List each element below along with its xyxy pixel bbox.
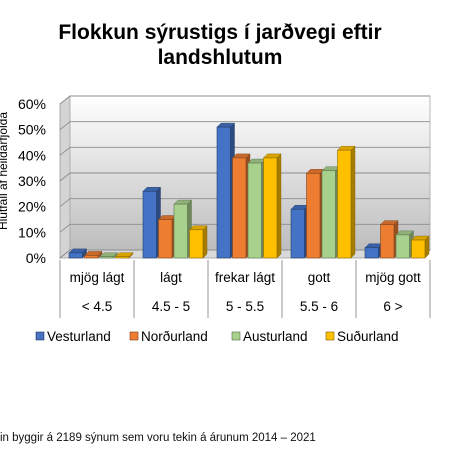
category-label: gott [308, 270, 331, 285]
category-range-label: 5.5 - 6 [300, 299, 338, 314]
bar-Vesturland [68, 252, 83, 259]
gridline [59, 121, 430, 131]
y-tick-label: 30% [18, 173, 46, 189]
legend-label-Austurland: Austurland [243, 329, 308, 344]
bar-Norðurland [380, 224, 395, 259]
bar-Norðurland [306, 173, 321, 259]
chart-title: Flokkun sýrustigs í jarðvegi eftir lands… [58, 21, 382, 69]
y-tick-label: 60% [18, 96, 46, 112]
bar-side-Suðurland [276, 153, 282, 259]
bar-Austurland [321, 170, 336, 259]
category-range-label: < 4.5 [82, 299, 112, 314]
bar-Vesturland [364, 247, 379, 259]
category-range-label: 4.5 - 5 [152, 299, 190, 314]
y-tick-label: 40% [18, 147, 46, 163]
category-label: frekar lágt [215, 270, 275, 285]
legend-swatch-Vesturland [35, 331, 45, 341]
category-label: mjög gott [365, 270, 421, 285]
bar-Austurland [173, 203, 188, 259]
bar-Suðurland [411, 239, 426, 259]
category-label: lágt [160, 270, 182, 285]
legend-label-Vesturland: Vesturland [47, 329, 111, 344]
bar-Norðurland [232, 157, 247, 259]
bar-Vesturland [290, 208, 305, 259]
bar-side-Suðurland [350, 145, 356, 259]
bar-Austurland [99, 256, 114, 259]
bar-Austurland [247, 162, 262, 259]
bar-Vesturland [142, 190, 157, 259]
category-label: mjög lágt [70, 270, 125, 285]
bar-Suðurland [263, 157, 278, 259]
legend-label-Suðurland: Suðurland [337, 329, 399, 344]
category-range-label: 6 > [383, 299, 402, 314]
y-tick-label: 50% [18, 122, 46, 138]
legend-swatch-Suðurland [325, 331, 335, 341]
gridline [59, 95, 430, 105]
bar-side-Suðurland [202, 225, 208, 259]
y-tick-label: 20% [18, 199, 46, 215]
category-range-label: 5 - 5.5 [226, 299, 264, 314]
bar-Suðurland [189, 229, 204, 259]
bar-Norðurland [84, 255, 99, 259]
y-tick-label: 0% [26, 250, 46, 266]
bar-Austurland [395, 234, 410, 259]
y-tick-label: 10% [18, 224, 46, 240]
legend-swatch-Norðurland [129, 331, 139, 341]
gridline [59, 146, 430, 156]
bar-Suðurland [337, 149, 352, 259]
footnote: in byggir á 2189 sýnum sem voru tekin á … [0, 432, 316, 444]
y-axis-label: Hlutfall af heildarfjölda [0, 112, 10, 230]
bar-Norðurland [158, 219, 173, 259]
bar-Suðurland [115, 256, 130, 259]
legend-swatch-Austurland [231, 331, 241, 341]
legend-label-Norðurland: Norðurland [141, 329, 208, 344]
bar-Vesturland [216, 126, 231, 259]
